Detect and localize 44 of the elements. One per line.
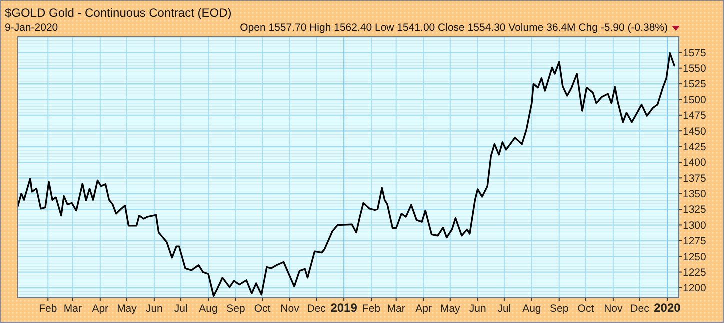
x-tick-label: Jun bbox=[146, 303, 164, 315]
y-tick-label: 1375 bbox=[683, 172, 707, 185]
y-tick-label: 1525 bbox=[683, 78, 707, 91]
x-tick-label: Apr bbox=[416, 303, 432, 315]
x-tick-label: Oct bbox=[578, 303, 594, 315]
x-tick-label: Dec bbox=[630, 303, 650, 315]
x-tick-label: Oct bbox=[254, 303, 271, 315]
y-tick-label: 1225 bbox=[683, 266, 707, 279]
y-tick-label: 1575 bbox=[683, 47, 707, 60]
y-tick-label: 1250 bbox=[683, 251, 707, 264]
x-tick-label: Nov bbox=[604, 303, 624, 315]
y-tick-label: 1200 bbox=[683, 282, 707, 295]
x-tick-label: May bbox=[440, 303, 462, 315]
x-tick-label: Jul bbox=[174, 303, 188, 315]
y-tick-label: 1450 bbox=[683, 126, 707, 138]
chart-title: $GOLD Gold - Continuous Contract (EOD) bbox=[5, 6, 232, 20]
x-tick-label: Mar bbox=[387, 303, 406, 315]
y-tick-label: 1325 bbox=[683, 204, 707, 216]
y-tick-label: 1475 bbox=[683, 110, 707, 122]
y-tick-label: 1550 bbox=[683, 63, 707, 76]
x-tick-label: Apr bbox=[92, 303, 110, 315]
x-tick-label: Jul bbox=[498, 303, 512, 315]
x-tick-label: Feb bbox=[362, 303, 381, 315]
y-tick-label: 1400 bbox=[683, 157, 707, 170]
x-tick-label: Aug bbox=[199, 303, 218, 315]
x-tick-label: Dec bbox=[307, 303, 326, 315]
y-tick-label: 1350 bbox=[683, 188, 707, 201]
x-tick-label: Sep bbox=[226, 303, 246, 315]
x-tick-label: May bbox=[117, 303, 138, 315]
x-tick-label: 2020 bbox=[654, 301, 682, 315]
x-tick-label: Nov bbox=[280, 303, 300, 315]
text: Open 1557.70 High 1562.40 Low 1541.00 Close 1554.30 Volume 36.4M Chg -5.90 (-0.38%) bbox=[240, 22, 668, 34]
x-tick-label: Jun bbox=[469, 303, 486, 315]
y-tick-label: 1300 bbox=[683, 220, 707, 232]
x-tick-label: Aug bbox=[522, 303, 542, 315]
x-tick-label: Mar bbox=[64, 303, 82, 315]
y-tick-label: 1500 bbox=[683, 94, 707, 106]
line-series bbox=[17, 52, 676, 297]
chart-subtitle: 9-Jan-2020 bbox=[5, 22, 58, 34]
x-tick-label: Sep bbox=[550, 303, 569, 315]
y-tick-label: 1425 bbox=[683, 141, 707, 154]
x-tick-label: 2019 bbox=[330, 301, 358, 315]
x-tick-label: Feb bbox=[39, 303, 58, 315]
y-tick-label: 1275 bbox=[683, 236, 707, 248]
